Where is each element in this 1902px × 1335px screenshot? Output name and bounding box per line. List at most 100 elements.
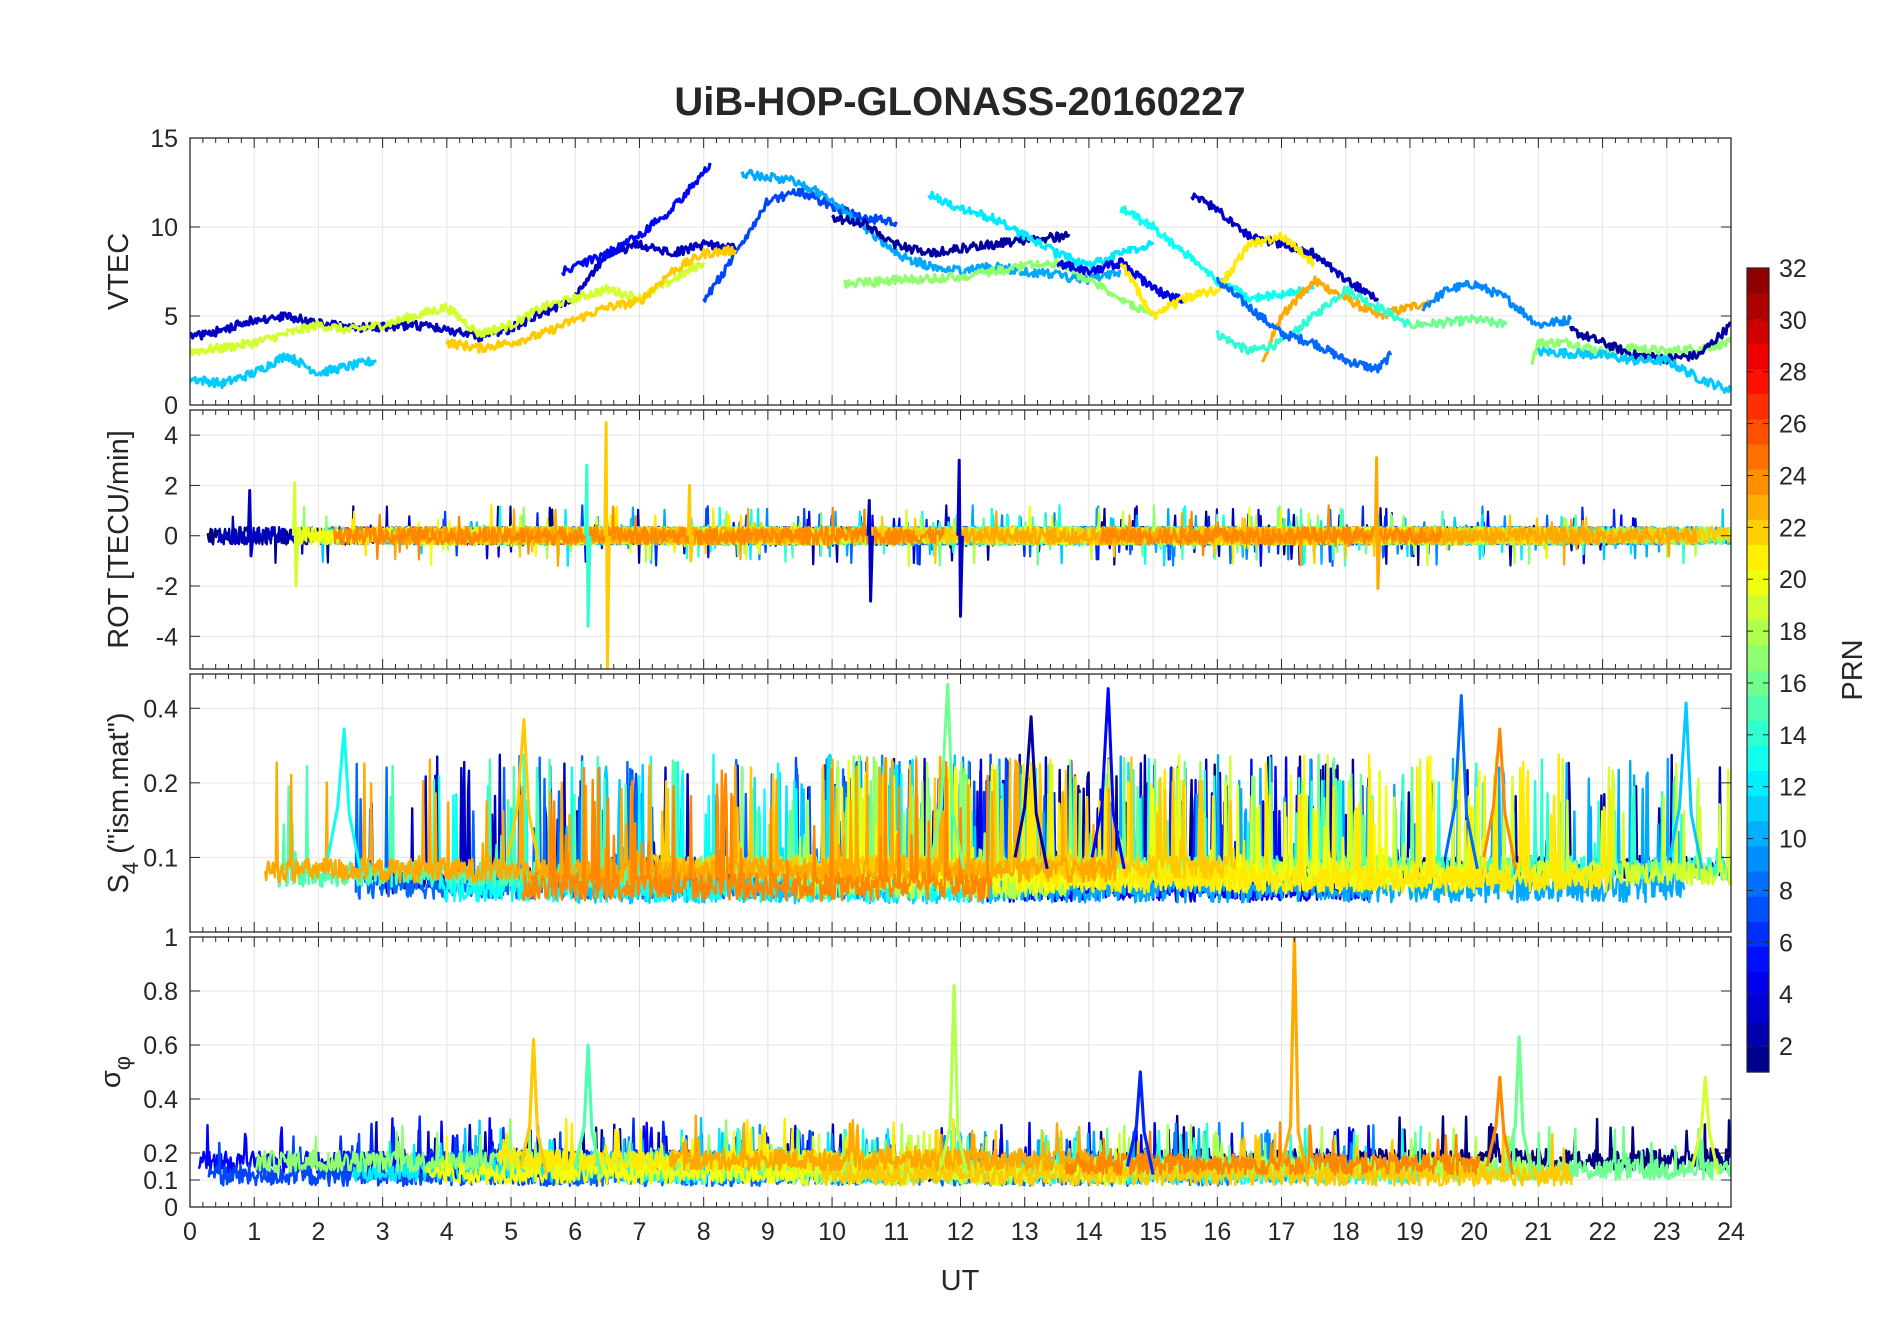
s4-peak-prn-24: [1482, 727, 1518, 870]
x-tick-label: 7: [633, 1218, 647, 1246]
vtec-series-prn-12: [927, 190, 1155, 271]
vtec-series-prn-22: [445, 245, 738, 354]
sigma-peak-prn-16: [1504, 1035, 1534, 1175]
x-tick-label: 19: [1396, 1218, 1424, 1246]
colorbar-band: [1747, 619, 1769, 646]
y-tick-label: 15: [150, 125, 178, 153]
colorbar-band: [1747, 720, 1769, 746]
vtec-series-prn-4: [1056, 257, 1186, 304]
rot-spike-prn-14: [584, 463, 592, 628]
colorbar-tick-label: 20: [1779, 566, 1807, 594]
x-tick-label: 6: [568, 1218, 582, 1246]
colorbar-tick-label: 8: [1779, 877, 1793, 905]
vtec-series-prn-16: [1408, 314, 1508, 330]
colorbar-band: [1747, 368, 1769, 395]
colorbar-band: [1747, 745, 1769, 772]
sigma-peak-prn-19: [1690, 1075, 1720, 1175]
sigma-peak-prn-23: [1279, 937, 1309, 1175]
y-axis-label-rest: ("ism.mat"): [103, 712, 135, 861]
colorbar-band: [1747, 594, 1769, 621]
x-tick-label: 8: [697, 1218, 711, 1246]
s4-series-prn-24: [521, 756, 993, 902]
vtec-series-prn-19: [190, 261, 706, 357]
panel-sigma: 00.10.2 0.4 0.6 0.8 1 σφ: [95, 924, 1732, 1222]
colorbar-band: [1747, 795, 1769, 822]
colorbar-tick-label: 16: [1779, 670, 1807, 698]
x-tick-label: 11: [883, 1218, 909, 1246]
y-tick-label: 0: [164, 392, 178, 420]
colorbar-tick-label: 10: [1779, 826, 1807, 854]
vtec-series-prn-17: [1530, 337, 1731, 366]
x-tick-label: 18: [1332, 1218, 1360, 1246]
colorbar-band: [1747, 1046, 1769, 1073]
s4-peak-prn-13: [326, 727, 362, 870]
x-tick-label: 15: [1139, 1218, 1167, 1246]
vtec-series-prn-8: [1215, 276, 1393, 374]
colorbar-tick-label: 30: [1779, 307, 1807, 335]
vtec-series-prn-3: [1190, 192, 1380, 302]
s4-peak-prn-5: [1090, 687, 1126, 870]
x-tick-label: 2: [311, 1218, 325, 1246]
s4-peak-prn-2: [1013, 715, 1049, 870]
panel-s4: 0.10.20.4S4 ("ism.mat"): [103, 673, 1732, 933]
colorbar-tick-label: 26: [1779, 411, 1807, 439]
y-axis-label-vtec: VTEC: [103, 233, 135, 310]
y-tick-label: 0.4: [143, 1086, 178, 1114]
y-tick-label: 1: [164, 924, 178, 952]
vtec-series-prn-11: [1536, 346, 1731, 394]
x-tick-label: 0: [183, 1218, 197, 1246]
colorbar-tick-label: 32: [1779, 255, 1807, 283]
sigma-peak-prn-22: [519, 1038, 548, 1175]
colorbar-tick-label: 4: [1779, 981, 1793, 1009]
y-tick-label: 0: [164, 1194, 178, 1222]
colorbar-band: [1747, 644, 1769, 671]
y-tick-label: 0.2: [143, 770, 178, 798]
x-tick-label: 4: [440, 1218, 454, 1246]
colorbar-band: [1747, 443, 1769, 470]
colorbar-tick-label: 28: [1779, 359, 1807, 387]
x-tick-label: 14: [1075, 1218, 1103, 1246]
x-tick-label: 1: [247, 1218, 261, 1246]
chart-title: UiB-HOP-GLONASS-20160227: [674, 80, 1245, 124]
series-group-vtec: [190, 162, 1731, 394]
x-tick-label: 17: [1268, 1218, 1296, 1246]
vtec-series-prn-13: [1119, 205, 1316, 303]
vtec-series-prn-9: [1421, 279, 1572, 329]
sigma-peak-prn-6: [1125, 1070, 1155, 1175]
colorbar-band: [1747, 845, 1769, 872]
vtec-series-prn-10: [740, 168, 1122, 285]
rot-series-prn-24: [333, 505, 945, 561]
sigma-peak-prn-24: [1485, 1075, 1515, 1175]
colorbar-tick-label: 6: [1779, 929, 1793, 957]
series-group-sigma: [197, 937, 1731, 1188]
x-tick-label: 20: [1460, 1218, 1488, 1246]
y-axis-label-main: σ: [95, 1070, 127, 1088]
y-axis-label-s4: S4 ("ism.mat"): [103, 712, 143, 893]
vtec-series-prn-3: [190, 239, 737, 343]
y-tick-label: -2: [156, 573, 178, 601]
x-tick-label: 13: [1011, 1218, 1039, 1246]
rot-spike-prn-23: [1373, 456, 1382, 590]
y-tick-label: 0.8: [143, 978, 178, 1006]
sigma-peak-prn-15: [573, 1043, 603, 1175]
colorbar-band: [1747, 871, 1769, 897]
x-tick-label: 10: [818, 1218, 846, 1246]
vtec-series-prn-21: [1119, 231, 1316, 321]
colorbar-band: [1747, 293, 1769, 319]
y-axis-label-rot: ROT [TECU/min]: [103, 430, 135, 649]
y-tick-label: 5: [164, 303, 178, 331]
rot-spike-prn-22: [603, 421, 611, 669]
s4-series-prn-21: [1018, 753, 1612, 893]
colorbar-band: [1747, 670, 1769, 696]
y-tick-label: -4: [156, 623, 178, 651]
y-tick-label: 0: [164, 523, 178, 551]
y-tick-label: 0.1: [143, 1167, 178, 1195]
y-tick-label: 0.1: [143, 844, 178, 872]
vtec-series-prn-17: [843, 258, 1155, 317]
vtec-series-prn-11: [190, 352, 377, 390]
y-tick-label: 0.2: [143, 1140, 178, 1168]
colorbar-band: [1747, 519, 1769, 545]
colorbar-band: [1747, 268, 1769, 294]
